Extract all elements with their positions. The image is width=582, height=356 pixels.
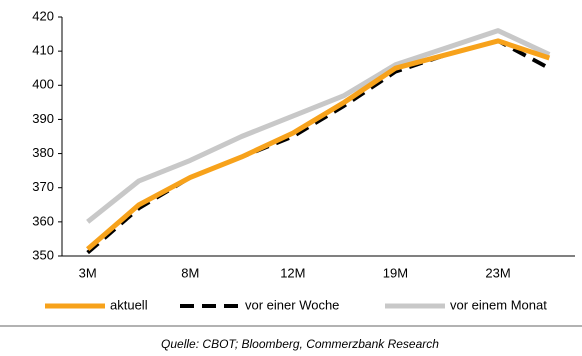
y-tick-label: 410 bbox=[32, 43, 54, 58]
y-tick-label: 390 bbox=[32, 111, 54, 126]
legend-label: vor einem Monat bbox=[450, 297, 547, 312]
y-tick-label: 400 bbox=[32, 77, 54, 92]
y-tick-label: 420 bbox=[32, 8, 54, 23]
x-tick-label: 19M bbox=[383, 265, 408, 280]
legend-label: vor einer Woche bbox=[245, 297, 339, 312]
legend-label: aktuell bbox=[110, 297, 148, 312]
series-line bbox=[86, 38, 551, 255]
x-tick-label: 3M bbox=[79, 265, 97, 280]
x-tick-label: 8M bbox=[181, 265, 199, 280]
y-tick-label: 380 bbox=[32, 145, 54, 160]
x-tick-label: 23M bbox=[485, 265, 510, 280]
series-line bbox=[86, 38, 551, 252]
y-tick-label: 350 bbox=[32, 247, 54, 262]
x-tick-label: 12M bbox=[280, 265, 305, 280]
y-tick-label: 360 bbox=[32, 213, 54, 228]
source: Quelle: CBOT; Bloomberg, Commerzbank Res… bbox=[161, 337, 439, 351]
y-tick-label: 370 bbox=[32, 179, 54, 194]
series-line bbox=[86, 28, 551, 224]
